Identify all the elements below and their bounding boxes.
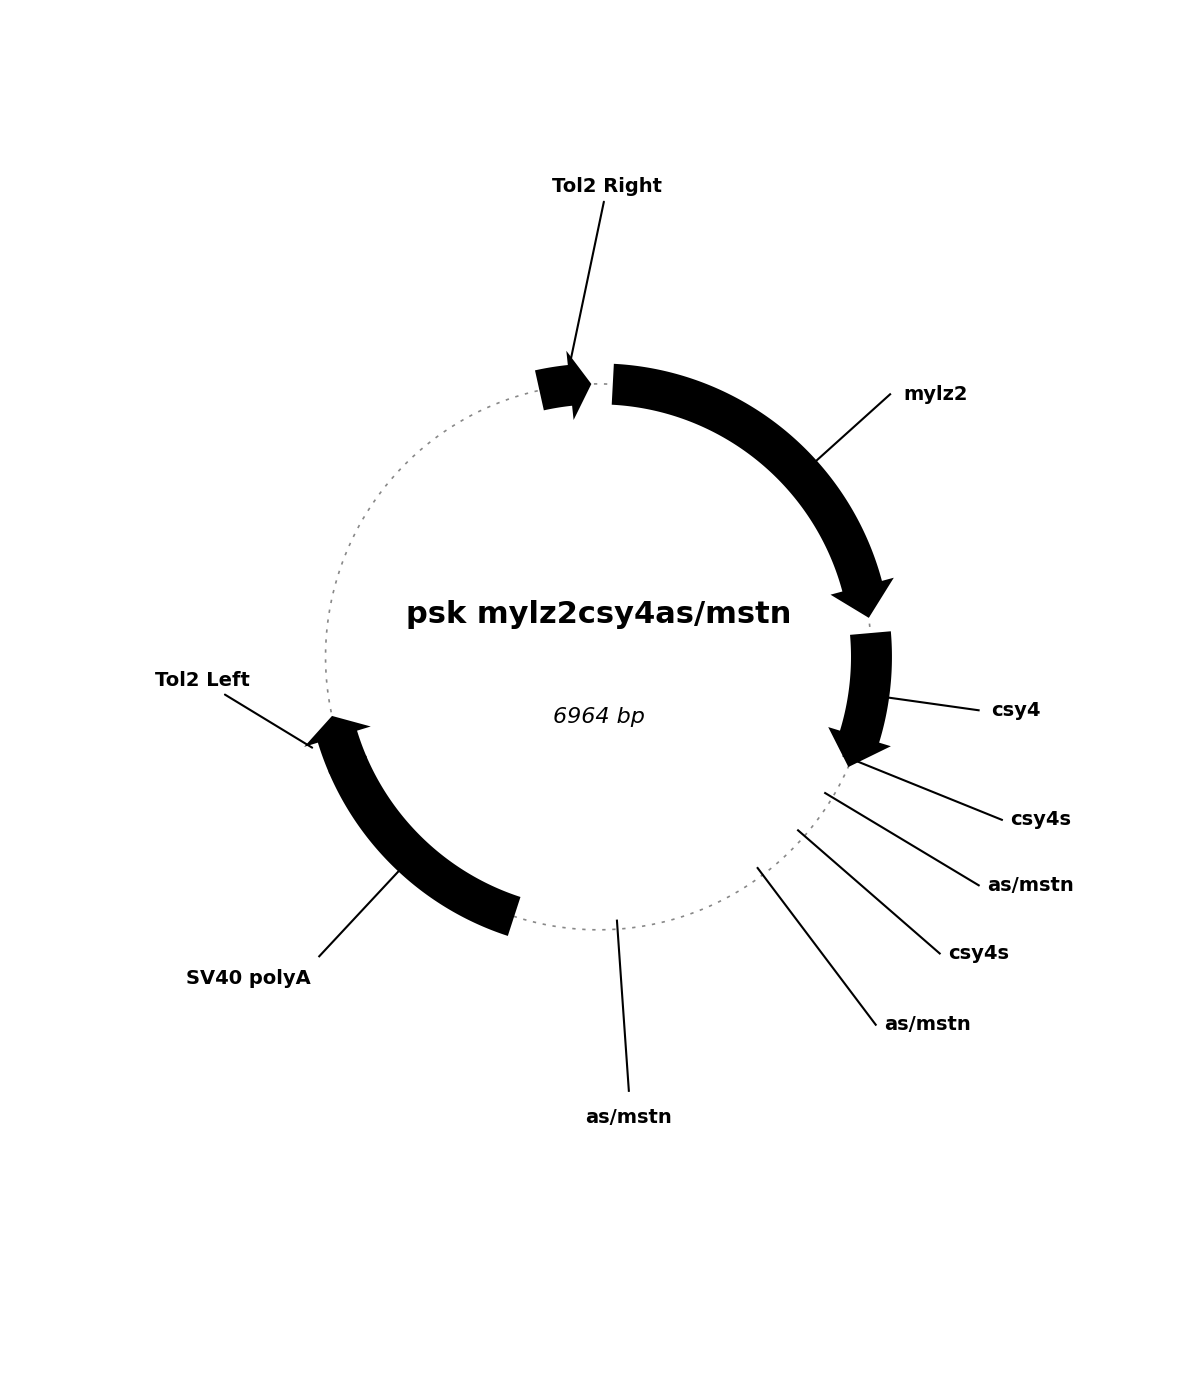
Text: as/mstn: as/mstn <box>988 876 1074 895</box>
Text: SV40 polyA: SV40 polyA <box>186 970 311 988</box>
Polygon shape <box>328 755 521 936</box>
Text: 6964 bp: 6964 bp <box>553 706 644 726</box>
Text: mylz2: mylz2 <box>903 385 967 404</box>
Text: psk mylz2csy4as/mstn: psk mylz2csy4as/mstn <box>406 600 791 628</box>
Polygon shape <box>304 716 371 774</box>
Text: csy4s: csy4s <box>1010 810 1071 830</box>
Text: csy4s: csy4s <box>948 944 1009 963</box>
Text: csy4: csy4 <box>991 701 1041 719</box>
Polygon shape <box>612 364 894 618</box>
Text: Tol2 Left: Tol2 Left <box>154 672 312 747</box>
Polygon shape <box>535 351 591 420</box>
Text: Tol2 Right: Tol2 Right <box>552 178 662 383</box>
Text: as/mstn: as/mstn <box>885 1016 971 1034</box>
Polygon shape <box>828 631 892 767</box>
Text: as/mstn: as/mstn <box>585 1108 673 1126</box>
